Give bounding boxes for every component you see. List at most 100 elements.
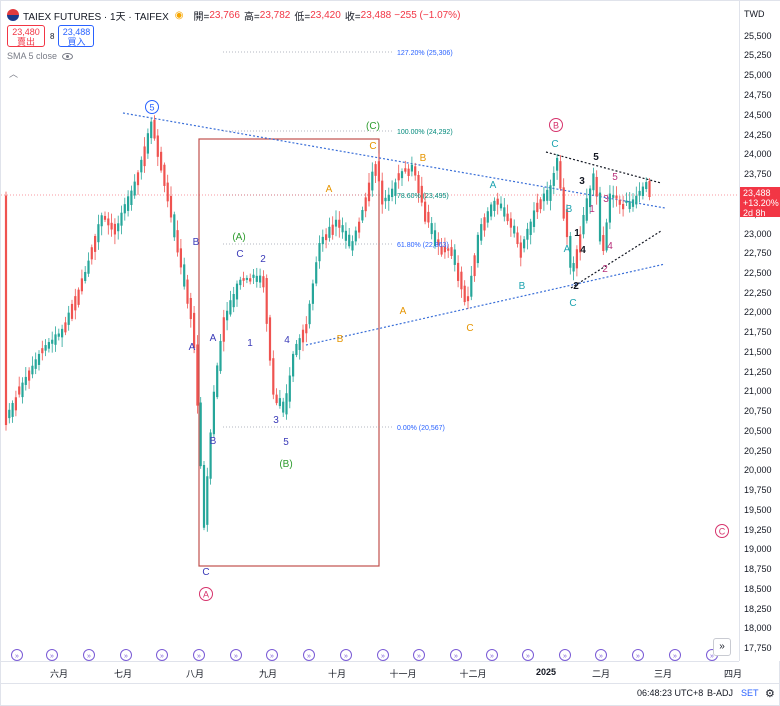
candle-body	[582, 214, 585, 235]
buy-button[interactable]: 23,488 買入	[58, 25, 95, 47]
candle-body	[598, 192, 602, 242]
wave-B-circle-marker[interactable]	[549, 118, 563, 132]
triangle-upper-line[interactable]	[545, 151, 662, 184]
candle-body	[219, 340, 222, 372]
candle-body	[526, 228, 529, 240]
candle-body	[87, 260, 90, 274]
event-marker[interactable]	[340, 649, 352, 661]
candle-body	[186, 279, 189, 304]
event-marker[interactable]	[303, 649, 315, 661]
gear-icon[interactable]: ⚙	[765, 688, 775, 700]
candle-body	[169, 195, 173, 218]
candle-body	[259, 275, 262, 283]
sell-button[interactable]: 23,480 賣出	[7, 25, 45, 47]
chart-plot-area[interactable]: 127.20% (25,306) 100.00% (24,292) 78.60%…	[1, 1, 739, 661]
clock[interactable]: 06:48:23 UTC+8	[637, 688, 704, 698]
candle-body	[523, 239, 526, 249]
event-marker[interactable]	[120, 649, 132, 661]
event-marker[interactable]	[632, 649, 644, 661]
event-marker[interactable]	[595, 649, 607, 661]
wave-C-circle-marker[interactable]	[715, 524, 729, 538]
price-tick-label: 19,500	[744, 505, 772, 515]
adjustment-toggle[interactable]: B-ADJ	[707, 688, 734, 698]
fib-label-618: 61.80% (22,863)	[397, 242, 449, 249]
event-marker[interactable]	[156, 649, 168, 661]
upper-trendline[interactable]	[122, 112, 666, 209]
event-marker[interactable]	[413, 649, 425, 661]
candle-body	[292, 353, 295, 377]
currency-label[interactable]: TWD	[744, 9, 765, 19]
event-markers-row[interactable]: » » » » » » » » » » » » » » » » » » » »	[11, 649, 718, 661]
scroll-to-realtime-button[interactable]: »	[713, 638, 731, 656]
event-marker[interactable]	[486, 649, 498, 661]
event-marker[interactable]	[266, 649, 278, 661]
candle-body	[341, 225, 344, 233]
candle-body	[282, 401, 285, 413]
candle-body	[34, 359, 37, 369]
event-marker[interactable]	[450, 649, 462, 661]
chart-legend: TAIEX FUTURES · 1天 · TAIFEX ◉ 開= 23,766 高…	[7, 6, 460, 24]
price-tick-label: 25,250	[744, 50, 772, 60]
candle-body	[430, 223, 433, 235]
eye-icon[interactable]	[62, 52, 74, 60]
candle-body	[146, 133, 149, 154]
candle-body	[311, 283, 314, 304]
candle-body	[585, 198, 588, 221]
event-marker[interactable]	[230, 649, 242, 661]
wave-label-B-teal-2: B	[566, 204, 573, 215]
sell-label: 賣出	[16, 37, 35, 47]
wave-a-box[interactable]	[198, 138, 380, 567]
time-tick-label: 九月	[258, 669, 278, 679]
wave-label-B-1: B	[193, 237, 200, 248]
candle-body	[24, 376, 27, 385]
event-marker-glyph: »	[454, 653, 458, 660]
candle-body	[453, 249, 456, 265]
candle-body	[437, 239, 440, 246]
event-marker-glyph: »	[234, 653, 238, 660]
triangle-lower-line[interactable]	[570, 230, 662, 289]
candle-body	[298, 338, 301, 350]
wave-label-1-a: 1	[247, 338, 253, 349]
candle-body	[130, 190, 133, 206]
chevron-up-icon[interactable]: ︿	[9, 69, 19, 79]
lower-trendline[interactable]	[305, 263, 666, 346]
symbol-title[interactable]: TAIEX FUTURES · 1天 · TAIFEX	[23, 11, 169, 23]
event-marker[interactable]	[522, 649, 534, 661]
wave-label-C-2: C	[236, 249, 243, 260]
candle-body	[173, 214, 176, 238]
event-marker-glyph: »	[526, 653, 530, 660]
candle-body	[615, 195, 618, 199]
candle-body	[268, 317, 272, 361]
sell-price: 23,480	[12, 27, 40, 37]
time-axis[interactable]: 六月 七月 八月 九月 十月 十一月 十二月 2025 二月 三月 四月	[1, 661, 742, 683]
candle-body	[117, 223, 120, 232]
candle-body	[166, 182, 169, 202]
wave-5-circle-marker[interactable]	[145, 100, 159, 114]
candle-body	[420, 185, 423, 203]
event-marker[interactable]	[377, 649, 389, 661]
candle-body	[226, 310, 229, 321]
candle-body	[414, 166, 417, 176]
event-marker-glyph: »	[160, 653, 164, 660]
indicator-row[interactable]: SMA 5 close	[7, 51, 74, 61]
event-marker[interactable]	[11, 649, 23, 661]
price-tick-label: 19,250	[744, 525, 772, 535]
event-marker[interactable]	[669, 649, 681, 661]
event-marker[interactable]	[559, 649, 571, 661]
event-marker-glyph: »	[381, 653, 385, 660]
wave-A-circle-marker[interactable]	[199, 587, 213, 601]
time-tick-label: 二月	[591, 669, 611, 679]
price-tick-label: 19,750	[744, 485, 772, 495]
candle-body	[133, 181, 136, 196]
event-marker[interactable]	[83, 649, 95, 661]
price-axis[interactable]: TWD 25,500 25,250 25,000 24,750 24,500 24,250…	[739, 1, 780, 661]
event-marker[interactable]	[46, 649, 58, 661]
event-marker-glyph: »	[270, 653, 274, 660]
price-chart[interactable]: 127.20% (25,306) 100.00% (24,292) 78.60%…	[1, 1, 739, 661]
indicator-label[interactable]: SMA 5 close	[7, 51, 58, 61]
candle-body	[331, 224, 334, 235]
candle-body	[334, 219, 338, 227]
event-marker[interactable]	[193, 649, 205, 661]
bar-countdown: 2d 8h	[743, 208, 766, 218]
settlement-toggle[interactable]: SET	[741, 688, 759, 698]
